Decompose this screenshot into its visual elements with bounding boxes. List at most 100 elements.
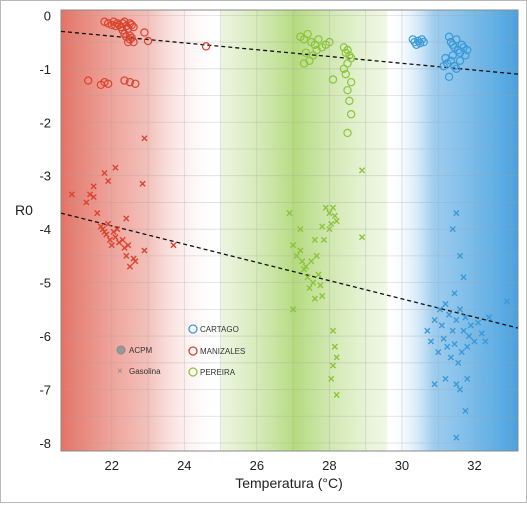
- point-manizales-acpm: [103, 79, 113, 88]
- plot-border: [60, 9, 519, 452]
- point-pereira-gasolina: [304, 274, 311, 281]
- y-axis-label: R0: [15, 202, 33, 218]
- point-cartago-gasolina: [453, 434, 460, 441]
- legend-gasolina-label: Gasolina: [129, 367, 161, 376]
- point-cartago-gasolina: [431, 316, 438, 324]
- region-cartago: [387, 10, 518, 451]
- point-pereira-gasolina: [329, 204, 337, 211]
- point-cartago-acpm: [452, 35, 461, 44]
- y-tick-label: -2: [39, 115, 51, 130]
- point-pereira-gasolina: [306, 284, 313, 292]
- point-pereira-gasolina: [311, 295, 318, 302]
- point-cartago-gasolina: [465, 332, 473, 340]
- legend-marker: ACPM × Gasolina: [116, 345, 161, 377]
- point-manizales-acpm: [118, 26, 127, 35]
- point-manizales-acpm: [140, 28, 149, 37]
- point-pereira-gasolina: [358, 167, 366, 174]
- point-pereira-gasolina: [331, 343, 338, 350]
- point-cartago-gasolina: [445, 311, 453, 318]
- point-cartago-gasolina: [464, 343, 471, 350]
- point-manizales-gasolina: [170, 242, 177, 249]
- point-manizales-gasolina: [90, 183, 97, 190]
- region-pereira: [220, 10, 388, 451]
- point-manizales-gasolina: [103, 231, 110, 238]
- point-pereira-gasolina: [333, 354, 340, 361]
- point-pereira-acpm: [346, 110, 356, 119]
- point-manizales-gasolina: [101, 169, 108, 177]
- point-cartago-gasolina: [438, 322, 445, 329]
- point-cartago-gasolina: [440, 335, 447, 342]
- point-pereira-gasolina: [299, 258, 306, 265]
- legend-acpm-label: ACPM: [129, 346, 152, 355]
- point-pereira-gasolina: [297, 226, 304, 233]
- point-pereira-gasolina: [358, 234, 366, 241]
- point-cartago-gasolina: [462, 407, 469, 415]
- point-manizales-acpm: [201, 42, 211, 51]
- point-pereira-acpm: [343, 45, 352, 55]
- y-tick-label: -7: [39, 383, 51, 398]
- point-pereira-acpm: [328, 75, 338, 84]
- point-cartago-gasolina: [451, 340, 458, 348]
- point-manizales-gasolina: [112, 234, 119, 241]
- point-cartago-gasolina: [431, 381, 438, 388]
- x-tick-label: 26: [250, 458, 264, 473]
- point-cartago-gasolina: [467, 322, 474, 329]
- point-pereira-acpm: [346, 77, 356, 87]
- x-tick-label: 22: [105, 458, 119, 473]
- point-cartago-gasolina: [444, 343, 451, 350]
- point-manizales-acpm: [127, 33, 136, 42]
- point-pereira-acpm: [343, 85, 352, 95]
- point-pereira-gasolina: [319, 223, 326, 230]
- trendlines: [61, 30, 518, 329]
- point-pereira-acpm: [303, 29, 312, 39]
- point-pereira-gasolina: [328, 220, 335, 227]
- legend-gasolina-marker: ×: [117, 366, 123, 377]
- point-cartago-gasolina: [435, 349, 442, 356]
- point-pereira-gasolina: [315, 271, 322, 278]
- point-pereira-acpm: [301, 48, 311, 57]
- point-cartago-gasolina: [449, 327, 456, 334]
- point-manizales-acpm: [120, 17, 129, 26]
- point-manizales-gasolina: [132, 258, 139, 265]
- point-cartago-acpm: [444, 72, 454, 82]
- point-cartago-acpm: [452, 64, 461, 74]
- point-manizales-gasolina: [94, 210, 101, 217]
- point-cartago-gasolina: [460, 327, 467, 334]
- point-manizales-gasolina: [108, 242, 115, 249]
- point-cartago-gasolina: [442, 300, 449, 308]
- legend-acpm-marker: [116, 345, 126, 355]
- point-pereira-gasolina: [326, 226, 333, 233]
- point-pereira-acpm: [312, 45, 321, 55]
- point-pereira-gasolina: [311, 236, 318, 243]
- point-pereira-acpm: [343, 128, 352, 138]
- point-cartago-acpm: [463, 45, 472, 55]
- point-pereira-gasolina: [329, 362, 337, 369]
- data-points: [68, 17, 511, 441]
- y-tick-label: 0: [44, 8, 51, 23]
- point-pereira-acpm: [299, 59, 309, 68]
- point-pereira-gasolina: [317, 282, 324, 289]
- point-pereira-gasolina: [319, 292, 326, 300]
- point-manizales-acpm: [129, 37, 138, 47]
- point-manizales-acpm: [125, 31, 135, 40]
- point-cartago-gasolina: [460, 274, 467, 281]
- axis-ticks: 22 24 26 28 30 32 0 -1 -2 -3 -4 -5 -6 -7 -8: [39, 8, 481, 473]
- point-cartago-gasolina: [456, 386, 464, 393]
- point-pereira-acpm: [339, 64, 349, 74]
- point-manizales-acpm: [120, 76, 129, 85]
- point-manizales-gasolina: [105, 177, 112, 185]
- point-pereira-gasolina: [293, 252, 300, 259]
- legend-pereira-marker: [188, 367, 198, 377]
- point-manizales-gasolina: [106, 236, 114, 243]
- point-cartago-gasolina: [504, 298, 511, 305]
- point-cartago-gasolina: [424, 327, 431, 334]
- point-cartago-acpm: [419, 37, 428, 47]
- point-pereira-gasolina: [308, 258, 315, 265]
- point-pereira-acpm: [341, 69, 350, 79]
- point-cartago-gasolina: [478, 330, 485, 337]
- y-tick-label: -1: [39, 62, 51, 77]
- point-pereira-gasolina: [328, 375, 335, 382]
- point-manizales-gasolina: [125, 242, 132, 249]
- point-pereira-gasolina: [290, 242, 297, 249]
